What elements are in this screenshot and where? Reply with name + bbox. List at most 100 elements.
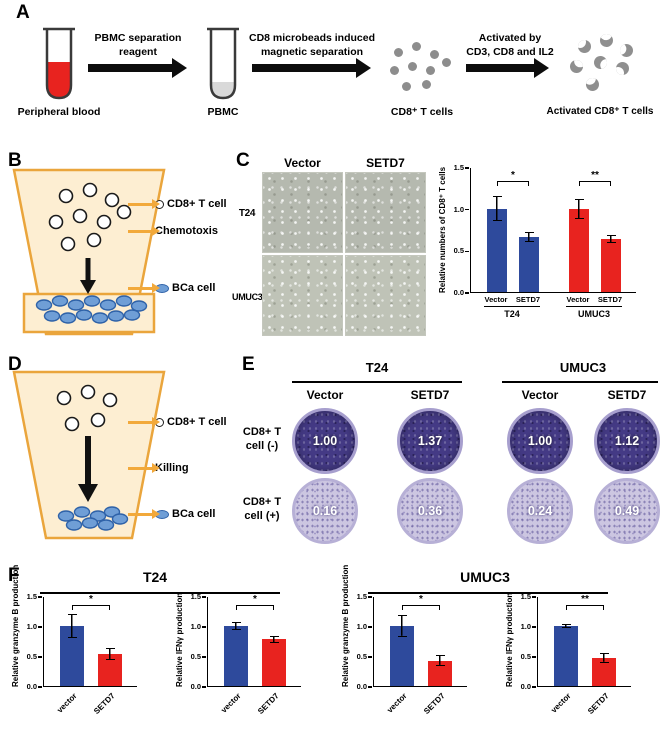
y-tick-label: 0.5	[190, 652, 201, 661]
error-bar	[67, 614, 77, 638]
x-tick-label: Vector	[566, 295, 590, 304]
error-bar	[492, 196, 502, 222]
y-tick-label: 1.5	[520, 592, 531, 601]
well-umuc3-vector-plus: 0.24	[507, 478, 573, 544]
y-tick-mark	[465, 167, 469, 169]
umuc3-underline	[502, 381, 658, 383]
cd8-tcells-cluster	[390, 38, 454, 94]
error-bar	[561, 623, 571, 629]
tcell-dot-icon	[412, 42, 421, 51]
x-tick-label: SETD7	[92, 691, 117, 716]
bca-cell-ovals	[35, 295, 148, 324]
significance-bracket	[566, 604, 604, 610]
pointer-arrow-icon	[128, 283, 160, 293]
micrograph-grid	[262, 172, 426, 336]
significance-stars: **	[581, 593, 589, 605]
error-bar	[105, 647, 115, 660]
group-label: UMUC3	[577, 309, 610, 319]
y-tick-label: 0.0	[453, 288, 464, 297]
error-bar	[599, 653, 609, 663]
transwell-killing-diagram	[12, 370, 166, 540]
error-bar	[524, 232, 534, 242]
plot-area: * **	[470, 168, 636, 293]
column-header-setd7: SETD7	[366, 156, 405, 170]
micrograph-t24-setd7	[345, 172, 426, 253]
transwell-chemotaxis-diagram	[12, 168, 166, 336]
y-axis: 0.0 0.5 1.0 1.5	[186, 593, 206, 690]
well-value: 1.37	[417, 434, 443, 448]
plot-area: *	[373, 593, 467, 687]
activated-tcell-icon	[578, 40, 591, 53]
well-t24-vector-minus: 1.00	[292, 408, 358, 474]
error-bar	[397, 615, 407, 637]
pbmc-tube-icon	[207, 27, 239, 100]
y-tick-label: 1.0	[190, 622, 201, 631]
significance-bracket	[402, 604, 440, 610]
x-tick-label: vector	[219, 691, 243, 715]
t24-underline	[292, 381, 462, 383]
y-tick-mark	[532, 686, 536, 688]
significance-stars: *	[253, 593, 257, 605]
y-tick-label: 1.5	[26, 592, 37, 601]
arrow3-line1: Activated by	[478, 32, 542, 44]
row-label-tcell-minus: CD8+ T cell (-)	[236, 425, 288, 454]
well-value: 0.36	[417, 504, 443, 518]
y-axis-label: Relative IFNγ production	[175, 592, 184, 687]
panel-b-label: B	[8, 150, 22, 171]
arrow3-line2: CD3, CD8 and IL2	[466, 45, 554, 58]
plot-area: *	[207, 593, 301, 687]
plot-area: *	[43, 594, 137, 687]
y-axis-label: Relative IFNγ production	[505, 592, 514, 687]
y-axis: 0.0 0.5 1.0 1.5	[352, 593, 372, 690]
error-bar	[606, 234, 616, 243]
y-tick-label: 0.0	[520, 682, 531, 691]
panel-e: E T24 UMUC3 Vector SETD7 Vector SETD7 CD…	[232, 352, 660, 564]
tcell-dot-icon	[402, 82, 411, 91]
umuc3-underline	[368, 592, 608, 594]
error-bar	[574, 198, 584, 219]
y-tick-label: 1.0	[26, 622, 37, 631]
significance-bracket	[72, 604, 110, 610]
tcell-dot-icon	[422, 80, 431, 89]
y-tick-label: 0.5	[520, 652, 531, 661]
caption-pbmc: PBMC	[207, 106, 239, 118]
panel-a-label: A	[16, 2, 30, 23]
y-tick-mark	[38, 686, 42, 688]
cd8-tcell-text: CD8+ T cell	[167, 198, 227, 210]
ifng-t24-bar-chart: Relative IFNγ production 0.0 0.5 1.0 1.5 * vec…	[174, 592, 301, 716]
caption-peripheral-blood: Peripheral blood	[17, 106, 101, 118]
row-label-t24: T24	[238, 208, 256, 219]
well-t24-setd7-plus: 0.36	[397, 478, 463, 544]
group-label: T24	[504, 309, 520, 319]
workflow-arrow-icon	[252, 58, 371, 78]
label-bca-cell: BCa cell	[128, 282, 215, 294]
y-tick-mark	[202, 656, 206, 658]
tcell-dot-icon	[430, 50, 439, 59]
y-axis: 0.0 0.5 1.0 1.5	[449, 164, 469, 296]
x-tick-label: Vector	[484, 295, 508, 304]
row-label-tcell-plus: CD8+ T cell (+)	[236, 495, 288, 524]
t24-underline	[40, 592, 280, 594]
cd8-tcell-text: CD8+ T cell	[167, 416, 227, 428]
y-tick-label: 0.5	[26, 652, 37, 661]
significance-stars: *	[419, 593, 423, 605]
group-title-t24: T24	[142, 569, 168, 585]
arrow1-line2: reagent	[119, 45, 157, 58]
error-bar	[435, 655, 445, 667]
pointer-arrow-icon	[128, 509, 160, 519]
panel-d-label: D	[8, 354, 22, 375]
label-cd8-tcell: CD8+ T cell	[128, 416, 227, 428]
column-header-vector: Vector	[284, 156, 321, 170]
bar-SETD7	[262, 639, 286, 686]
activated-tcells-cluster	[568, 31, 646, 96]
row-minus-line1: CD8+ T	[242, 426, 282, 438]
y-tick-mark	[368, 686, 372, 688]
arrow2-line1: CD8 microbeads induced	[248, 32, 376, 44]
cd8-tcell-circles	[48, 182, 132, 252]
y-tick-mark	[532, 656, 536, 658]
row-minus-line2: cell (-)	[245, 440, 279, 453]
panel-e-label: E	[242, 354, 255, 375]
tcell-dot-icon	[426, 66, 435, 75]
well-col-setd7: SETD7	[410, 388, 450, 402]
